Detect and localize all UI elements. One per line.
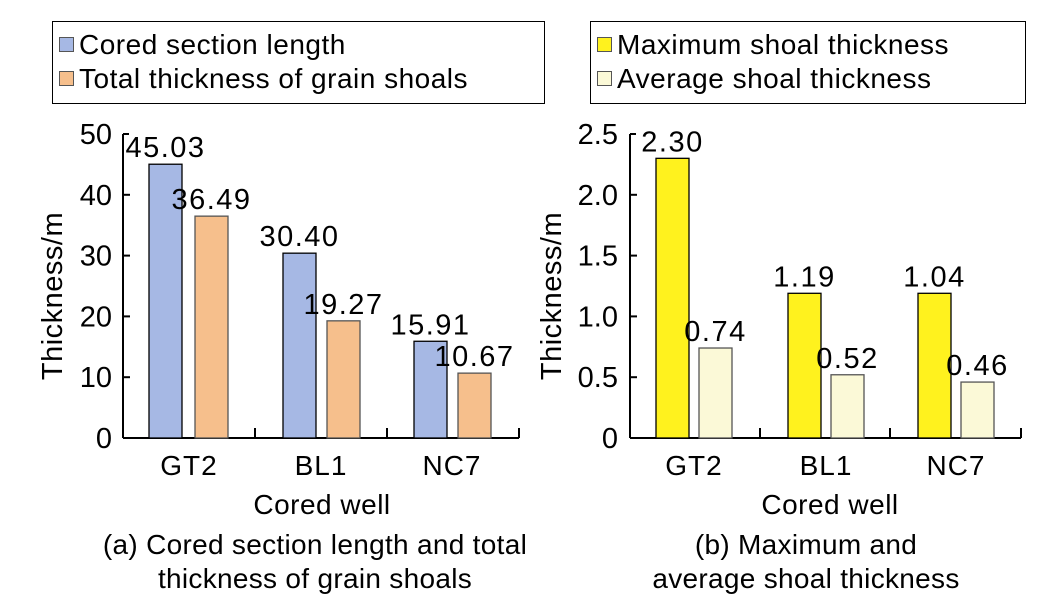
y-tick-label: 20: [80, 301, 112, 333]
x-tick-label: NC7: [926, 450, 985, 481]
x-tick-label: BL1: [295, 450, 348, 481]
bar-nc7-series-1: [917, 292, 952, 439]
x-tick-label: BL1: [800, 450, 853, 481]
data-label: 0.74: [684, 316, 746, 348]
legend-item-cored-section-length: Cored section length: [59, 29, 346, 61]
data-label: 1.04: [903, 261, 965, 293]
y-tick-label: 10: [80, 362, 112, 394]
y-tick-label: 40: [80, 180, 112, 212]
y-axis-label: Thickness/m: [536, 212, 568, 380]
data-label: 0.52: [816, 343, 878, 375]
x-tick-label: GT2: [665, 450, 722, 481]
bar-gt2-series-2: [698, 347, 733, 439]
data-label: 2.30: [641, 126, 703, 158]
legend-label: Total thickness of grain shoals: [79, 63, 469, 94]
legend-swatch-maximum: [597, 37, 612, 52]
y-tick-label: 1.5: [578, 241, 618, 273]
x-tick-label: GT2: [160, 450, 217, 481]
data-label: 1.19: [773, 261, 835, 293]
data-label: 45.03: [125, 132, 205, 164]
legend-swatch-cored-section-length: [59, 37, 74, 52]
y-axis-label: Thickness/m: [37, 212, 69, 380]
data-label: 30.40: [259, 221, 339, 253]
bar-bl1-series-1: [787, 292, 822, 439]
x-tick-label: NC7: [422, 450, 481, 481]
legend-label: Average shoal thickness: [617, 63, 932, 94]
caption-a-line-1: (a) Cored section length and total: [102, 529, 528, 560]
data-label: 15.91: [390, 309, 470, 341]
chart-a: 0 10 20 30 40 50 45.03 30.40 15.91 36.49 19.27 10.6…: [37, 119, 520, 520]
y-tick-label: 30: [80, 241, 112, 273]
bar-gt2-series-1: [148, 163, 183, 439]
chart-b: 0 0.5 1.0 1.5 2.0 2.5 2.30 1.19 1.04 0.74 0.52 0.46…: [536, 119, 1022, 520]
bar-bl1-series-2: [830, 374, 865, 439]
legend-label: Maximum shoal thickness: [617, 29, 950, 60]
caption-b-line-1: (b) Maximum and: [694, 529, 918, 560]
y-tick-label: 0: [96, 423, 112, 455]
legend-swatch-average: [597, 71, 612, 86]
legend-item-maximum-shoal-thickness: Maximum shoal thickness: [597, 29, 949, 61]
caption-a-line-2: thickness of grain shoals: [157, 563, 473, 594]
caption-b-line-2: average shoal thickness: [652, 563, 960, 594]
y-tick-label: 2.0: [578, 180, 618, 212]
bar-gt2-series-2: [194, 215, 229, 439]
legend-label: Cored section length: [79, 29, 346, 60]
bar-bl1-series-2: [326, 320, 361, 439]
data-label: 10.67: [434, 341, 514, 373]
data-label: 36.49: [171, 184, 251, 216]
bar-bl1-series-1: [282, 252, 317, 439]
legend-item-total-thickness: Total thickness of grain shoals: [59, 63, 468, 95]
x-axis-label: Cored well: [761, 489, 898, 520]
y-tick-label: 50: [80, 119, 112, 151]
bar-nc7-series-1: [413, 340, 448, 439]
data-label: 0.46: [946, 350, 1008, 382]
legend-swatch-total-thickness: [59, 71, 74, 86]
y-tick-label: 1.0: [578, 301, 618, 333]
bar-nc7-series-2: [960, 381, 995, 439]
data-label: 19.27: [303, 289, 383, 321]
y-tick-label: 0.5: [578, 362, 618, 394]
legend-a: Cored section length Total thickness of …: [52, 21, 545, 104]
x-axis-label: Cored well: [253, 489, 390, 520]
legend-b: Maximum shoal thickness Average shoal th…: [590, 21, 1026, 104]
caption-b: (b) Maximum and average shoal thickness: [556, 528, 1056, 596]
y-tick-label: 2.5: [578, 119, 618, 151]
legend-item-average-shoal-thickness: Average shoal thickness: [597, 63, 932, 95]
y-tick-label: 0: [602, 423, 618, 455]
bar-nc7-series-2: [457, 372, 492, 439]
caption-a: (a) Cored section length and total thick…: [20, 528, 610, 596]
bar-gt2-series-1: [655, 157, 690, 439]
